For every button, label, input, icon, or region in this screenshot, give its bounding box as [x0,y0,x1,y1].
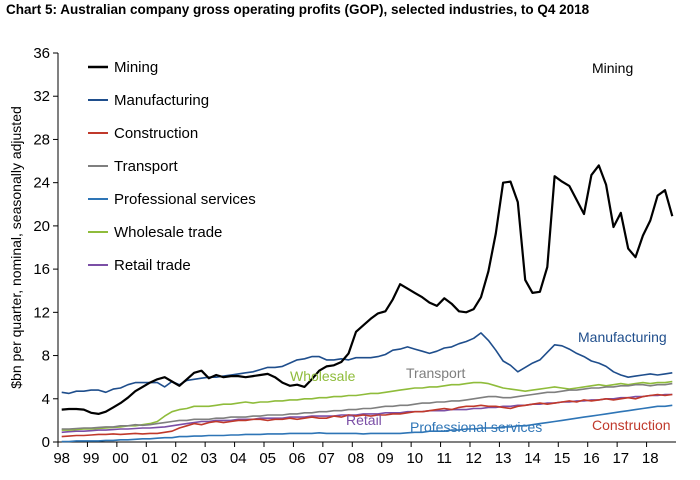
y-tick-label: 12 [33,304,50,321]
annotation-label: Manufacturing [578,329,667,345]
x-tick-label: 03 [200,450,217,467]
annotation-label: Retail [346,412,382,428]
x-tick-label: 01 [142,450,159,467]
annotation-label: Mining [592,60,633,76]
y-tick-label: 8 [42,348,50,365]
y-tick-label: 24 [33,175,50,192]
legend-label: Professional services [114,191,256,208]
x-tick-label: 16 [583,450,600,467]
series-line-transport [61,382,673,430]
x-tick-label: 13 [495,450,512,467]
x-tick-label: 12 [465,450,482,467]
y-axis-label: $bn per quarter, nominal, seasonally adj… [8,106,24,389]
legend-label: Construction [114,125,198,142]
x-tick-label: 02 [171,450,188,467]
y-tick-label: 0 [42,434,50,451]
x-tick-label: 15 [554,450,571,467]
y-tick-label: 4 [42,391,50,408]
y-tick-label: 28 [33,131,50,148]
legend-label: Retail trade [114,257,191,274]
x-tick-label: 99 [83,450,100,467]
annotation-label: Wholesale [290,368,356,384]
series-line-construction [61,393,673,438]
chart-title: Chart 5: Australian company gross operat… [6,2,590,17]
x-tick-label: 18 [642,450,659,467]
x-tick-label: 07 [318,450,335,467]
series-line-manufacturing [61,332,673,395]
annotation-label: Transport [406,365,466,381]
x-tick-label: 14 [524,450,541,467]
x-tick-label: 98 [53,450,70,467]
annotation-label: Professional services [410,419,542,435]
y-tick-label: 20 [33,218,50,235]
y-tick-label: 36 [33,45,50,62]
y-tick-label: 32 [33,88,50,105]
x-tick-label: 04 [230,450,247,467]
legend-label: Mining [114,59,158,76]
series-line-professional-services [61,404,673,443]
annotation-label: Construction [592,417,671,433]
y-tick-label: 16 [33,261,50,278]
x-tick-label: 11 [436,450,452,467]
x-tick-label: 10 [406,450,423,467]
legend-label: Wholesale trade [114,224,222,241]
series-line-wholesale-trade [61,380,673,431]
x-tick-label: 09 [377,450,394,467]
legend-label: Transport [114,158,178,175]
x-tick-label: 05 [259,450,276,467]
series-line-mining [61,164,674,415]
x-tick-label: 06 [289,450,306,467]
x-tick-label: 00 [112,450,129,467]
x-tick-label: 08 [348,450,365,467]
x-tick-label: 17 [612,450,629,467]
legend-label: Manufacturing [114,92,209,109]
